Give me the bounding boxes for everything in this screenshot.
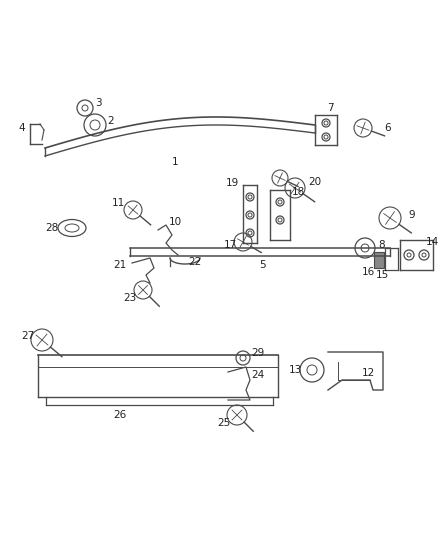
Text: 25: 25: [217, 418, 231, 428]
Text: 29: 29: [251, 348, 265, 358]
Text: 20: 20: [308, 177, 321, 187]
Text: 10: 10: [169, 217, 182, 227]
Text: 11: 11: [111, 198, 125, 208]
Text: 13: 13: [288, 365, 302, 375]
Text: 19: 19: [226, 178, 239, 188]
Text: 17: 17: [223, 240, 237, 250]
Text: 28: 28: [46, 223, 59, 233]
Text: 2: 2: [108, 116, 114, 126]
Text: 26: 26: [113, 410, 127, 420]
Text: 18: 18: [291, 187, 304, 197]
Text: 7: 7: [327, 103, 333, 113]
Text: 5: 5: [259, 260, 265, 270]
Text: 12: 12: [361, 368, 374, 378]
Text: 21: 21: [113, 260, 127, 270]
Text: 1: 1: [172, 157, 178, 167]
Text: 16: 16: [361, 267, 374, 277]
Text: 9: 9: [409, 210, 415, 220]
Text: 4: 4: [19, 123, 25, 133]
Text: 23: 23: [124, 293, 137, 303]
Text: 22: 22: [188, 257, 201, 267]
Text: 6: 6: [385, 123, 391, 133]
Text: 3: 3: [95, 98, 101, 108]
Text: 24: 24: [251, 370, 265, 380]
FancyBboxPatch shape: [374, 252, 384, 268]
Text: 8: 8: [379, 240, 385, 250]
Text: 14: 14: [425, 237, 438, 247]
Text: 27: 27: [21, 331, 35, 341]
Text: 15: 15: [375, 270, 389, 280]
